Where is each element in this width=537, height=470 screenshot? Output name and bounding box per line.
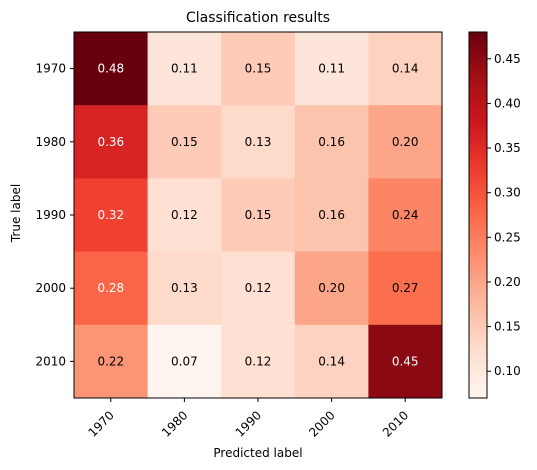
heatmap-cell (147, 105, 222, 179)
y-axis-ticks: 1970 1980 1990 2000 2010 (35, 62, 74, 368)
cell-value-label: 0.45 (392, 354, 419, 368)
heatmap-cell (368, 324, 443, 399)
cell-value-label: 0.12 (171, 208, 198, 222)
colorbar-tick-label: 0.35 (494, 141, 521, 155)
colorbar-tick-label: 0.15 (494, 320, 521, 334)
cell-value-label: 0.20 (318, 281, 345, 295)
heatmap-cell-labels: 0.48 0.11 0.15 0.11 0.14 0.36 0.15 0.13 0.16 0.20… (97, 62, 418, 369)
heatmap-cell (147, 178, 222, 253)
cell-value-label: 0.11 (171, 62, 198, 76)
cell-value-label: 0.22 (97, 354, 124, 368)
cell-value-label: 0.07 (171, 354, 198, 368)
colorbar-tick-label: 0.20 (494, 275, 521, 289)
heatmap-cell (221, 105, 296, 179)
heatmap-cell (74, 251, 149, 326)
heatmap-cell (221, 32, 296, 106)
x-tick-label: 1970 (85, 408, 116, 439)
cell-value-label: 0.48 (97, 62, 124, 76)
heatmap-cell (74, 324, 149, 399)
colorbar (468, 31, 488, 399)
cell-value-label: 0.24 (392, 208, 419, 222)
heatmap-cell (294, 251, 369, 326)
cell-value-label: 0.12 (245, 354, 272, 368)
x-tick-label: 2000 (306, 408, 337, 439)
cell-value-label: 0.16 (318, 208, 345, 222)
heatmap-cell (221, 324, 296, 399)
heatmap-cell (147, 251, 222, 326)
x-tick-label: 1990 (233, 408, 264, 439)
cell-value-label: 0.13 (171, 281, 198, 295)
cell-value-label: 0.14 (318, 354, 345, 368)
x-tick-label: 2010 (380, 408, 411, 439)
chart-title: Classification results (186, 10, 330, 26)
cell-value-label: 0.27 (392, 281, 419, 295)
heatmap-cell (74, 32, 149, 106)
heatmap-cells (74, 32, 443, 399)
y-tick-label: 2000 (35, 281, 66, 295)
heatmap-cell (368, 178, 443, 253)
colorbar-tick-label: 0.30 (494, 186, 521, 200)
y-tick-label: 1980 (35, 135, 66, 149)
cell-value-label: 0.15 (171, 135, 198, 149)
heatmap-cell (294, 105, 369, 179)
y-tick-label: 2010 (35, 354, 66, 368)
heatmap-cell (294, 32, 369, 106)
cell-value-label: 0.15 (245, 208, 272, 222)
heatmap-cell (147, 324, 222, 399)
colorbar-tick-label: 0.10 (494, 364, 521, 378)
heatmap-cell (221, 178, 296, 253)
colorbar-ticks: 0.10 0.15 0.20 0.25 0.30 0.35 0.40 0.45 (487, 52, 521, 378)
x-axis-label: Predicted label (213, 446, 302, 460)
cell-value-label: 0.32 (97, 208, 124, 222)
cell-value-label: 0.20 (392, 135, 419, 149)
x-tick-label: 1980 (159, 408, 190, 439)
cell-value-label: 0.12 (245, 281, 272, 295)
colorbar-tick-label: 0.40 (494, 96, 521, 110)
y-axis-label: True label (9, 184, 23, 243)
cell-value-label: 0.13 (245, 135, 272, 149)
colorbar-tick-label: 0.25 (494, 230, 521, 244)
heatmap-cell (221, 251, 296, 326)
heatmap-cell (74, 178, 149, 253)
cell-value-label: 0.11 (318, 62, 345, 76)
heatmap-cell (368, 105, 443, 179)
y-tick-label: 1990 (35, 208, 66, 222)
heatmap-cell (294, 178, 369, 253)
heatmap-cell (74, 105, 149, 179)
colorbar-tick-label: 0.45 (494, 52, 521, 66)
cell-value-label: 0.15 (245, 62, 272, 76)
heatmap-cell (147, 32, 222, 106)
heatmap-cell (368, 251, 443, 326)
cell-value-label: 0.14 (392, 62, 419, 76)
y-tick-label: 1970 (35, 62, 66, 76)
cell-value-label: 0.16 (318, 135, 345, 149)
cell-value-label: 0.36 (97, 135, 124, 149)
heatmap-cell (294, 324, 369, 399)
heatmap-cell (368, 32, 443, 106)
x-axis-ticks: 1970 1980 1990 2000 2010 (85, 398, 411, 440)
cell-value-label: 0.28 (97, 281, 124, 295)
